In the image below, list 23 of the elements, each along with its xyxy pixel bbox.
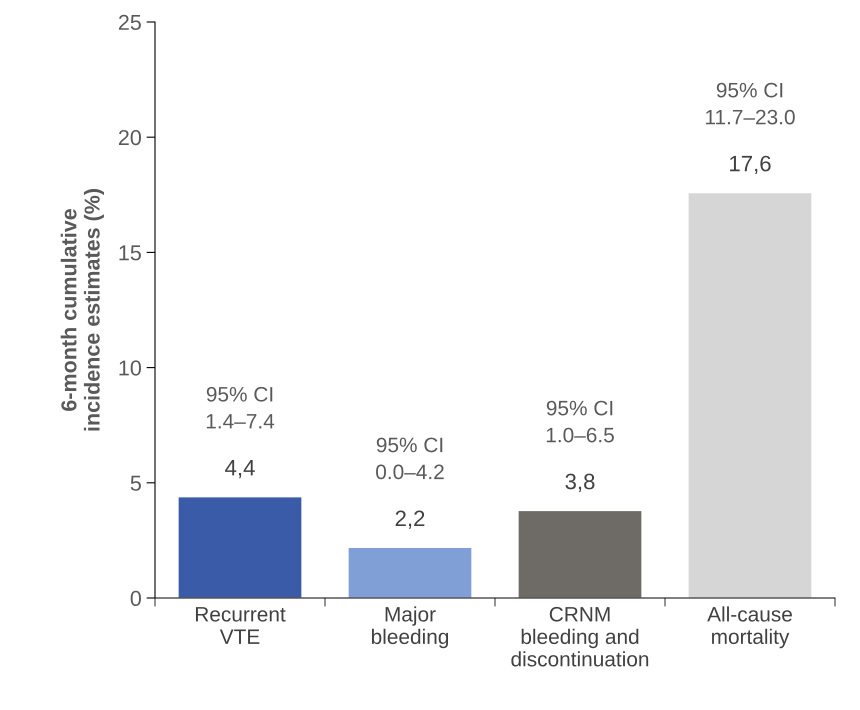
x-tick-label: All-cause mortality — [707, 606, 792, 648]
data-label: 17,6 — [730, 156, 771, 174]
y-tick-label: 5 — [130, 476, 141, 491]
y-tick-label: 0 — [130, 590, 141, 606]
bar — [517, 510, 643, 598]
bar — [177, 496, 303, 598]
y-tick-label: 10 — [120, 360, 141, 376]
y-tick-label: 25 — [118, 14, 141, 30]
bar — [347, 546, 473, 598]
x-tick-label: Major bleeding — [372, 606, 448, 648]
annotation: 95% CI 11.7–23.0 — [706, 82, 795, 124]
y-axis-title: 6-month cumulative incidence estimates (%) — [60, 189, 104, 431]
annotation: 95% CI 1.4–7.4 — [206, 386, 274, 428]
data-label: 4,4 — [225, 460, 255, 478]
annotation: 95% CI 1.0–6.5 — [546, 400, 614, 442]
data-label: 2,2 — [396, 510, 424, 529]
y-tick-label: 15 — [120, 245, 141, 260]
bar — [687, 192, 813, 598]
y-tick-label: 20 — [118, 130, 141, 146]
x-tick-label: CRNM bleeding and discontinuation — [511, 606, 648, 667]
x-tick-label: Recurrent VTE — [196, 607, 286, 644]
annotation: 95% CI 0.0–4.2 — [376, 438, 444, 480]
data-label: 3,8 — [565, 474, 594, 492]
